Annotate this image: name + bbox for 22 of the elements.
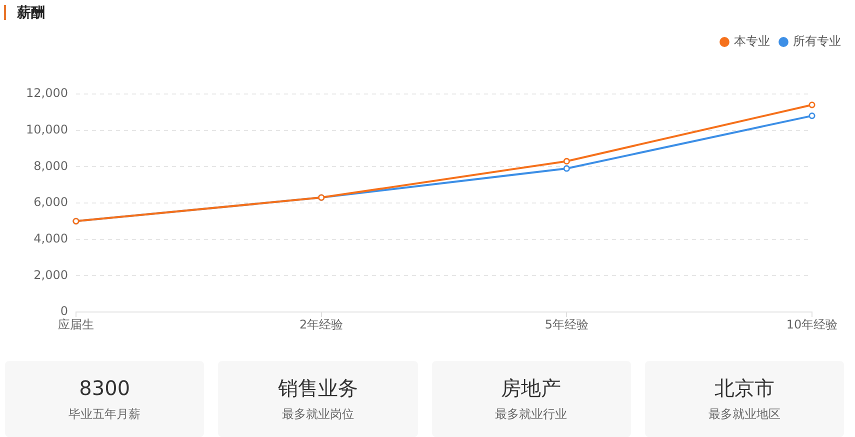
- point: [563, 165, 570, 172]
- chart-title: 薪酬: [17, 4, 45, 22]
- y-tick-label: 4,000: [34, 231, 68, 246]
- stat-card: 销售业务 最多就业岗位: [218, 361, 418, 437]
- x-tick-label: 2年经验: [300, 317, 344, 332]
- legend-label: 所有专业: [793, 34, 841, 48]
- point: [808, 102, 816, 108]
- y-tick-label: 2,000: [34, 268, 68, 282]
- x-tick-label: 10年经验: [786, 317, 838, 332]
- x-tick-label: 5年经验: [544, 317, 588, 332]
- y-tick-label: 6,000: [34, 195, 68, 210]
- y-tick-label: 12,000: [26, 86, 68, 100]
- y-tick-label: 0: [60, 304, 68, 318]
- stat-card: 8300 毕业五年月薪: [5, 361, 204, 437]
- legend-label: 本专业: [734, 34, 770, 48]
- point: [808, 112, 816, 120]
- x-tick-label: 应届生: [58, 317, 94, 332]
- stat-card: 房地产 最多就业行业: [432, 361, 631, 437]
- y-tick-label: 8,000: [34, 158, 68, 173]
- y-tick-label: 10,000: [26, 122, 68, 136]
- point: [563, 158, 570, 165]
- stat-card: 北京市 最多就业地区: [644, 361, 844, 437]
